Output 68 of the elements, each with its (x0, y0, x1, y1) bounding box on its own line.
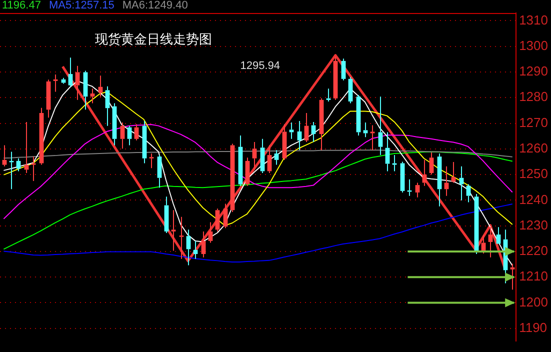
candlestick (341, 58, 346, 81)
y-tick-label: 1240 (519, 192, 548, 207)
candlestick (127, 125, 132, 146)
candlestick (444, 166, 449, 196)
y-tick-label: 1290 (519, 64, 548, 79)
y-tick-label: 1250 (519, 166, 548, 182)
candlestick (112, 102, 117, 146)
candlestick (164, 196, 169, 234)
candlestick (105, 86, 110, 126)
y-tick-label: 1270 (519, 114, 548, 130)
candlestick (348, 76, 353, 104)
candlestick (230, 143, 235, 212)
candlestick (208, 222, 213, 244)
candlestick (429, 152, 434, 176)
candlestick (378, 96, 383, 156)
candlestick (179, 216, 184, 260)
y-tick-label: 1300 (519, 38, 548, 53)
candlestick (385, 132, 390, 172)
candlestick (297, 120, 302, 151)
candlestick (319, 98, 324, 151)
y-tick-label: 1310 (519, 12, 548, 28)
y-tick-label: 1210 (519, 268, 548, 284)
candlestick (356, 94, 361, 136)
y-tick-label: 1190 (519, 320, 548, 335)
candlestick (488, 226, 493, 258)
candlestick (223, 203, 228, 229)
candlestick (157, 154, 162, 188)
candlestick (333, 56, 338, 100)
candlestick (370, 124, 375, 151)
candlestick (459, 166, 464, 201)
candlestick (46, 79, 51, 118)
candlestick (252, 141, 257, 170)
candlestick (120, 122, 125, 150)
candlestick (215, 208, 220, 232)
candlestick (267, 144, 272, 174)
y-tick-label: 1220 (519, 243, 548, 258)
y-tick-label: 1230 (519, 217, 548, 232)
candlestick (201, 230, 206, 258)
candlestick (245, 157, 250, 186)
candlestick (363, 122, 368, 138)
candlestick (304, 112, 309, 142)
candlestick (83, 70, 88, 110)
candlestick (415, 182, 420, 198)
candlestick (39, 107, 44, 166)
candlestick (186, 229, 191, 266)
candlestick (134, 124, 139, 141)
candlestick (68, 57, 73, 88)
text: MA6:1249.40 (122, 0, 188, 12)
candlestick (282, 124, 287, 160)
candlestick (75, 65, 80, 100)
candlestick (437, 153, 442, 207)
candlestick (238, 135, 243, 186)
candlestick (149, 153, 154, 169)
y-tick-label: 1280 (519, 89, 548, 104)
candlestick (260, 138, 265, 174)
text: MA5:1257.15 (48, 0, 114, 12)
candlestick (142, 120, 147, 164)
y-tick-label: 1260 (519, 140, 548, 156)
annotation: 1295.94 (240, 60, 280, 72)
candlestick (171, 210, 176, 252)
y-tick-label: 1200 (519, 294, 548, 310)
candlestick (466, 184, 471, 203)
candlestick (2, 144, 7, 167)
candlestick (496, 226, 501, 244)
candlestick (274, 150, 279, 166)
candlestick (400, 161, 405, 193)
text: 现货黄金日线走势图 (95, 32, 212, 48)
text: 1196.47 (2, 0, 41, 12)
